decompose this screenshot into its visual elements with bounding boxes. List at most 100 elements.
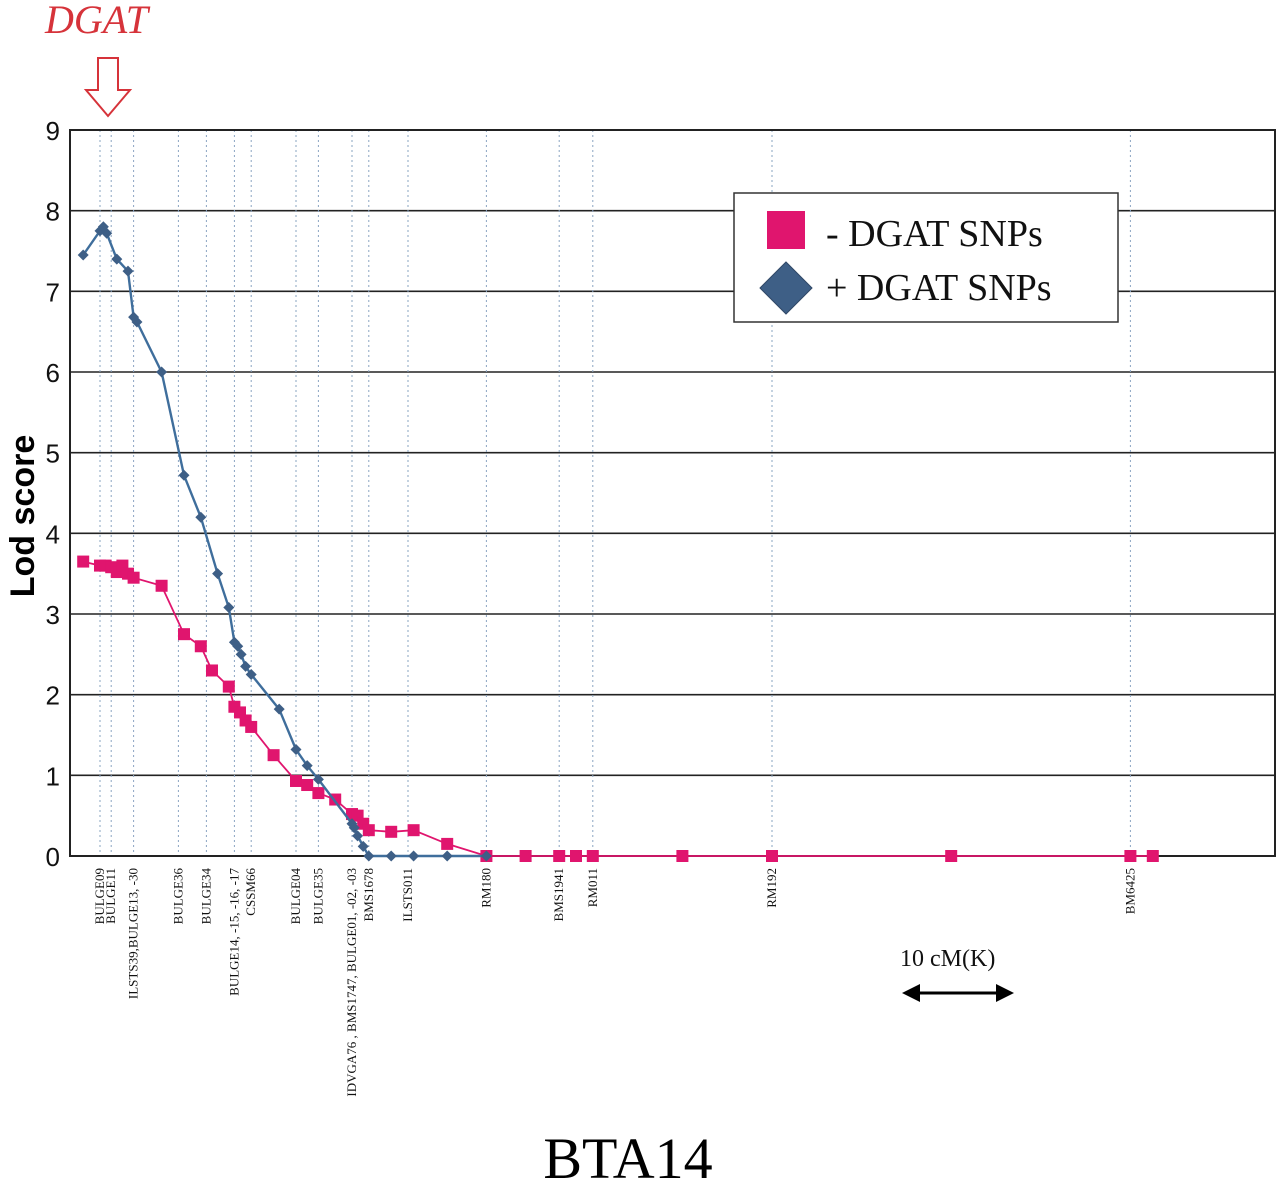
data-point-diamond: [195, 511, 207, 523]
data-point-square: [766, 850, 778, 862]
data-point-square: [77, 555, 90, 568]
marker-label: BULGE34: [198, 868, 213, 925]
marker-label: ILSTS39,BULGE13, -30: [126, 868, 141, 999]
data-point-diamond: [156, 366, 168, 378]
y-tick-label: 1: [46, 761, 60, 791]
y-tick-label: 7: [46, 277, 60, 307]
data-point-square: [301, 779, 314, 792]
legend-label-plus: + DGAT SNPs: [826, 267, 1052, 309]
y-tick-label: 5: [46, 439, 60, 469]
marker-label: BULGE36: [170, 868, 185, 925]
data-point-square: [586, 850, 599, 862]
data-point-square: [127, 571, 140, 584]
data-point-diamond: [232, 640, 244, 652]
y-tick-label: 8: [46, 197, 60, 227]
data-point-diamond: [212, 568, 224, 580]
data-point-diamond: [301, 760, 313, 772]
data-point-square: [1124, 850, 1137, 862]
scale-label: 10 cM(K): [900, 946, 995, 972]
data-point-square: [407, 824, 420, 837]
marker-label: RM011: [585, 868, 600, 907]
marker-label: BULGE09: [92, 868, 107, 924]
legend-marker-red-square: [767, 211, 805, 249]
data-point-square: [178, 628, 190, 641]
data-point-diamond: [101, 227, 113, 239]
data-point-square: [222, 680, 235, 693]
data-point-square: [570, 850, 582, 862]
marker-label: IDVGA76 , BMS1747, BULGE01, -02, -03: [344, 868, 359, 1097]
data-point-square: [312, 787, 325, 800]
marker-label: BULGE11: [103, 868, 118, 924]
data-point-diamond: [223, 602, 235, 614]
marker-label: BM6425: [1122, 868, 1137, 914]
y-tick-label: 2: [46, 681, 60, 711]
data-point-diamond: [357, 840, 369, 852]
data-point-diamond: [131, 316, 143, 328]
data-point-square: [676, 850, 689, 862]
y-tick-label: 3: [46, 600, 60, 630]
marker-label: ILSTS011: [400, 868, 415, 922]
data-point-diamond: [408, 850, 420, 862]
legend: - DGAT SNPs + DGAT SNPs: [733, 192, 1119, 323]
data-point-diamond: [240, 660, 252, 672]
marker-label: BMS1678: [361, 868, 376, 921]
data-point-square: [245, 720, 258, 733]
data-point-diamond: [348, 822, 360, 834]
data-point-diamond: [235, 648, 247, 660]
y-tick-label: 0: [46, 842, 60, 872]
data-point-diamond: [245, 669, 257, 680]
marker-label: RM180: [478, 868, 493, 908]
scale-arrow-left-icon: [902, 984, 920, 1002]
data-point-square: [290, 774, 302, 787]
data-point-square: [206, 664, 218, 677]
scale-bar: 10 cM(K): [900, 946, 1014, 1002]
y-axis-label: Lod score: [4, 435, 42, 597]
chart-title: BTA14: [543, 1126, 712, 1184]
legend-marker-blue-diamond: [759, 261, 813, 315]
data-point-diamond: [290, 744, 302, 756]
data-point-square: [519, 850, 532, 862]
scale-arrow-right-icon: [996, 984, 1014, 1002]
data-point-diamond: [122, 265, 134, 277]
data-point-square: [1146, 850, 1159, 862]
data-point-square: [267, 749, 280, 762]
data-point-square: [362, 824, 375, 837]
data-point-diamond: [77, 249, 89, 261]
data-point-square: [116, 559, 129, 572]
grid-lines: [70, 209, 1275, 777]
data-point-square: [194, 640, 207, 653]
data-point-diamond: [480, 850, 492, 862]
y-tick-labels: 0 1 2 3 4 5 6 7 8 9: [46, 116, 60, 872]
series-plus-dgat: [77, 221, 492, 862]
data-series: [77, 221, 1159, 862]
y-tick-label: 4: [46, 519, 60, 549]
marker-label: CSSM66: [243, 868, 258, 916]
data-point-diamond: [312, 773, 324, 785]
y-tick-label: 9: [46, 116, 60, 146]
data-point-diamond: [441, 850, 453, 862]
data-point-diamond: [273, 703, 285, 715]
data-point-square: [155, 579, 168, 592]
marker-label: BULGE04: [288, 868, 303, 925]
legend-label-minus: - DGAT SNPs: [826, 213, 1043, 255]
marker-label: BMS1941: [551, 868, 566, 921]
series-minus-dgat: [77, 555, 1159, 862]
data-point-square: [441, 837, 454, 850]
data-point-square: [385, 825, 398, 838]
data-point-diamond: [352, 830, 364, 842]
marker-label: BULGE14, -15, -16, -17: [226, 868, 241, 996]
gene-label: DGAT: [44, 0, 151, 42]
gene-arrow-icon: [83, 57, 133, 118]
marker-label: BULGE35: [310, 868, 325, 924]
data-point-diamond: [385, 850, 397, 862]
data-point-diamond: [178, 469, 190, 481]
y-tick-label: 6: [46, 358, 60, 388]
series-line: [82, 224, 487, 858]
data-point-square: [553, 850, 566, 862]
data-point-square: [945, 850, 958, 862]
data-point-diamond: [111, 253, 123, 265]
data-point-diamond: [363, 850, 375, 862]
marker-label: RM192: [764, 868, 779, 908]
